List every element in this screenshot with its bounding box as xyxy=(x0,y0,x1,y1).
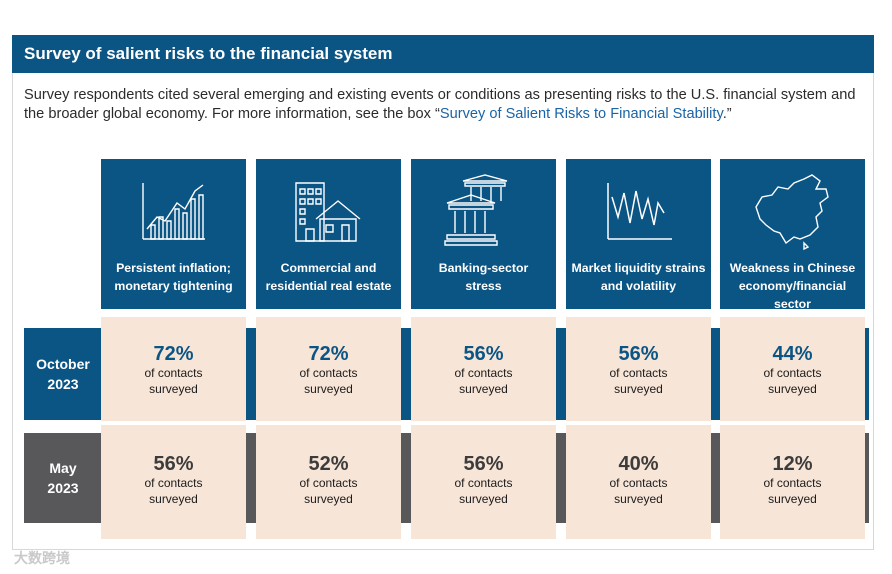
row-label-may-year: 2023 xyxy=(47,480,79,496)
risk-category-label: Banking-sector stress xyxy=(411,259,556,295)
risk-category-label-line: and volatility xyxy=(600,279,677,293)
value-unit-line1: of contacts xyxy=(144,366,203,380)
risk-category-label-line: Commercial and xyxy=(280,261,377,275)
percent-value: 56% xyxy=(463,453,504,475)
value-unit-line1: of contacts xyxy=(763,366,822,380)
risk-category-label-line: Banking-sector xyxy=(438,261,529,275)
risk-column-header: Weakness in Chinese economy/financial sec… xyxy=(720,159,865,311)
percent-value: 52% xyxy=(308,453,349,475)
risk-category-label-line: monetary tightening xyxy=(114,279,233,293)
percent-value: 40% xyxy=(618,453,659,475)
volatility-line-icon xyxy=(596,173,681,253)
value-unit-line1: of contacts xyxy=(609,476,668,490)
risk-category-label: Market liquidity strains and volatility xyxy=(566,259,711,295)
percent-value: 56% xyxy=(153,453,194,475)
risk-category-label-line: Weakness in Chinese xyxy=(729,261,856,275)
risk-category-label-line: Market liquidity strains xyxy=(571,261,706,275)
risk-column-header: Commercial and residential real estate xyxy=(256,159,401,309)
value-unit-line1: of contacts xyxy=(609,366,668,380)
percent-value: 56% xyxy=(618,343,659,365)
value-unit-line2: surveyed xyxy=(304,492,353,506)
october-value-cell: 72% of contacts surveyed xyxy=(101,317,246,421)
value-unit-line2: surveyed xyxy=(304,382,353,396)
may-value-cell: 12% of contacts surveyed xyxy=(720,425,865,539)
value-unit-line1: of contacts xyxy=(454,476,513,490)
value-unit-line1: of contacts xyxy=(144,476,203,490)
risk-category-label-line: residential real estate xyxy=(265,279,392,293)
value-unit-line1: of contacts xyxy=(299,366,358,380)
risk-category-label-line: stress xyxy=(465,279,502,293)
intro-text: Survey respondents cited several emergin… xyxy=(24,87,856,122)
value-unit-line1: of contacts xyxy=(454,366,513,380)
intro-paragraph: Survey respondents cited several emergin… xyxy=(24,86,864,124)
row-label-october-month: October xyxy=(36,356,90,372)
may-value-cell: 40% of contacts surveyed xyxy=(566,425,711,539)
value-unit-line2: surveyed xyxy=(614,382,663,396)
october-value-cell: 56% of contacts surveyed xyxy=(566,317,711,421)
risk-category-label-line: economy/financial sector xyxy=(738,279,847,311)
october-value-cell: 44% of contacts surveyed xyxy=(720,317,865,421)
value-unit-line2: surveyed xyxy=(768,492,817,506)
watermark: 大数跨境 xyxy=(14,550,70,566)
value-unit-line2: surveyed xyxy=(768,382,817,396)
percent-value: 72% xyxy=(308,343,349,365)
intro-link[interactable]: Survey of Salient Risks to Financial Sta… xyxy=(439,106,723,122)
china-map-icon xyxy=(750,173,835,253)
percent-value: 12% xyxy=(772,453,813,475)
row-label-may: May 2023 xyxy=(24,433,102,523)
risk-category-label: Persistent inflation; monetary tightening xyxy=(101,259,246,295)
percent-value: 72% xyxy=(153,343,194,365)
value-unit-line1: of contacts xyxy=(763,476,822,490)
value-unit-line1: of contacts xyxy=(299,476,358,490)
value-unit-line2: surveyed xyxy=(459,382,508,396)
intro-end: .” xyxy=(722,106,732,122)
buildings-icon xyxy=(286,173,371,253)
row-label-october-year: 2023 xyxy=(47,376,79,392)
value-unit-line2: surveyed xyxy=(459,492,508,506)
risk-column-header: Persistent inflation; monetary tightening xyxy=(101,159,246,309)
percent-value: 56% xyxy=(463,343,504,365)
row-label-october: October 2023 xyxy=(24,328,102,420)
october-value-cell: 56% of contacts surveyed xyxy=(411,317,556,421)
risk-column-header: Market liquidity strains and volatility xyxy=(566,159,711,309)
value-unit-line2: surveyed xyxy=(614,492,663,506)
percent-value: 44% xyxy=(772,343,813,365)
risk-category-label: Weakness in Chinese economy/financial sec… xyxy=(720,259,865,313)
risk-category-label: Commercial and residential real estate xyxy=(256,259,401,295)
risk-category-label-line: Persistent inflation; xyxy=(116,261,231,275)
value-unit-line2: surveyed xyxy=(149,382,198,396)
may-value-cell: 56% of contacts surveyed xyxy=(101,425,246,539)
risk-column-header: Banking-sector stress xyxy=(411,159,556,309)
may-value-cell: 56% of contacts surveyed xyxy=(411,425,556,539)
bank-icon xyxy=(441,173,526,253)
figure-title: Survey of salient risks to the financial… xyxy=(12,35,874,73)
october-value-cell: 72% of contacts surveyed xyxy=(256,317,401,421)
value-unit-line2: surveyed xyxy=(149,492,198,506)
may-value-cell: 52% of contacts surveyed xyxy=(256,425,401,539)
row-label-may-month: May xyxy=(49,460,77,476)
bar-line-growth-icon xyxy=(131,173,216,253)
